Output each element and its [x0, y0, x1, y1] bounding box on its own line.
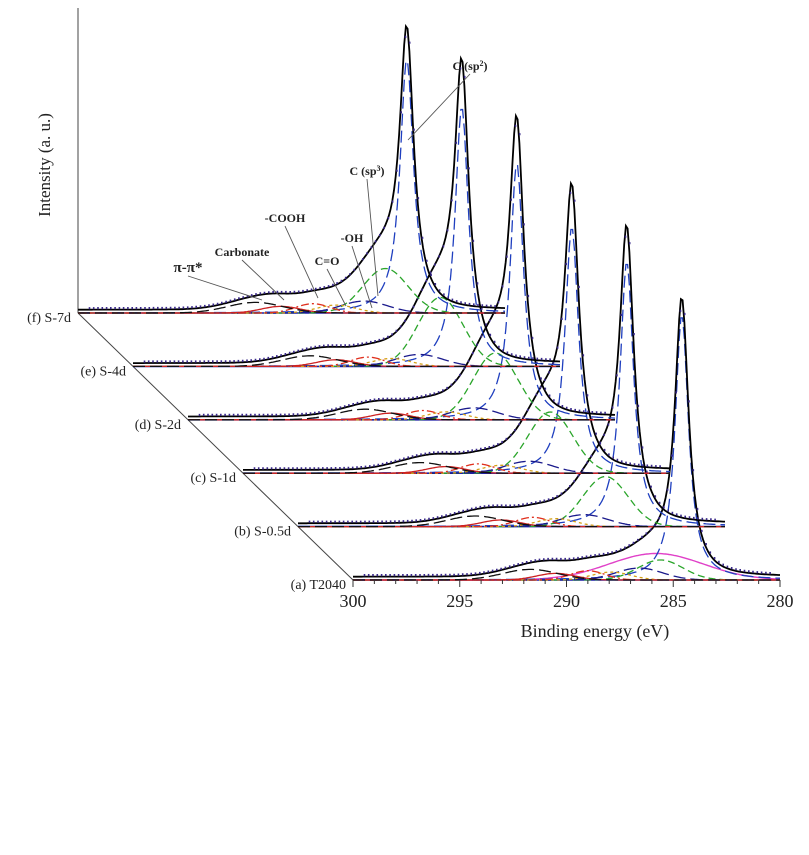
envelope-c	[243, 180, 670, 471]
spectrum-c: (c) S-1d	[191, 180, 670, 486]
sample-label-d: (d) S-2d	[135, 418, 181, 433]
annotations-group: C (sp2) C (sp3) -OHC=O -COOH Carbonate π-π*	[174, 59, 488, 309]
component-f-0	[78, 60, 506, 314]
envelope-b	[298, 223, 725, 525]
annotation-4: -COOH	[265, 211, 306, 225]
component-c-0	[242, 228, 670, 474]
spectrum-f: (f) S-7d	[27, 23, 506, 326]
component-b-1	[298, 475, 725, 528]
annotation-6: π-π*	[174, 260, 203, 276]
annotation-leader-4	[284, 225, 319, 299]
data-points-e	[143, 67, 551, 363]
component-f-6	[78, 301, 505, 314]
sample-label-b: (b) S-0.5d	[234, 525, 291, 540]
component-d-1	[188, 352, 615, 421]
x-tick-label-290: 290	[553, 591, 580, 611]
x-ticks-group: 300 295 290 285 280	[340, 580, 794, 611]
component-a-0	[353, 317, 781, 581]
spectrum-b: (b) S-0.5d	[234, 223, 726, 540]
envelope-d	[188, 112, 616, 418]
x-tick-label-280: 280	[767, 591, 794, 611]
x-axis-title: Binding energy (eV)	[521, 621, 670, 642]
axes-group	[77, 8, 354, 581]
y-axis-title: Intensity (a. u.)	[35, 113, 54, 217]
data-points-f	[88, 35, 496, 310]
sample-label-a: (a) T2040	[291, 578, 346, 593]
envelope-e	[133, 55, 561, 365]
envelope-f	[78, 23, 506, 311]
component-f-1	[78, 267, 505, 314]
annotation-leader-0	[407, 73, 471, 141]
data-points-d	[198, 124, 606, 417]
x-tick-label-285: 285	[660, 591, 687, 611]
annotation-leader-5	[241, 259, 285, 301]
component-e-6	[133, 355, 560, 368]
component-d-0	[188, 164, 616, 421]
envelope-a	[353, 297, 780, 578]
annotation-0: C (sp2)	[452, 59, 487, 74]
component-b-0	[298, 263, 726, 528]
annotation-3: C=O	[315, 254, 340, 268]
spectra-group: (a) T2040 (b) S-0.5d (c) S-1d (d) S-2d (e) S…	[27, 23, 781, 593]
annotation-leader-6	[187, 275, 263, 301]
annotation-1: C (sp3)	[349, 164, 384, 179]
annotation-leader-3	[326, 268, 347, 307]
component-b-6	[298, 515, 725, 528]
x-tick-label-300: 300	[340, 591, 367, 611]
annotation-leader-2	[351, 245, 373, 309]
annotation-leader-1	[366, 178, 379, 297]
depth-axis-line	[77, 312, 354, 581]
spectrum-a: (a) T2040	[291, 297, 781, 593]
sample-label-e: (e) S-4d	[81, 364, 127, 379]
component-c-6	[243, 461, 670, 474]
data-points-a	[363, 309, 771, 577]
component-c-1	[243, 411, 670, 474]
annotation-5: Carbonate	[215, 245, 270, 259]
spectrum-d: (d) S-2d	[135, 112, 616, 433]
spectrum-e: (e) S-4d	[81, 55, 561, 379]
sample-label-c: (c) S-1d	[191, 471, 237, 486]
data-points-b	[308, 235, 716, 523]
sample-label-f: (f) S-7d	[27, 311, 71, 326]
x-tick-label-295: 295	[446, 591, 473, 611]
data-points-c	[253, 191, 661, 470]
component-a-6	[353, 568, 780, 581]
component-d-6	[188, 408, 615, 421]
annotation-2: -OH	[341, 231, 364, 245]
